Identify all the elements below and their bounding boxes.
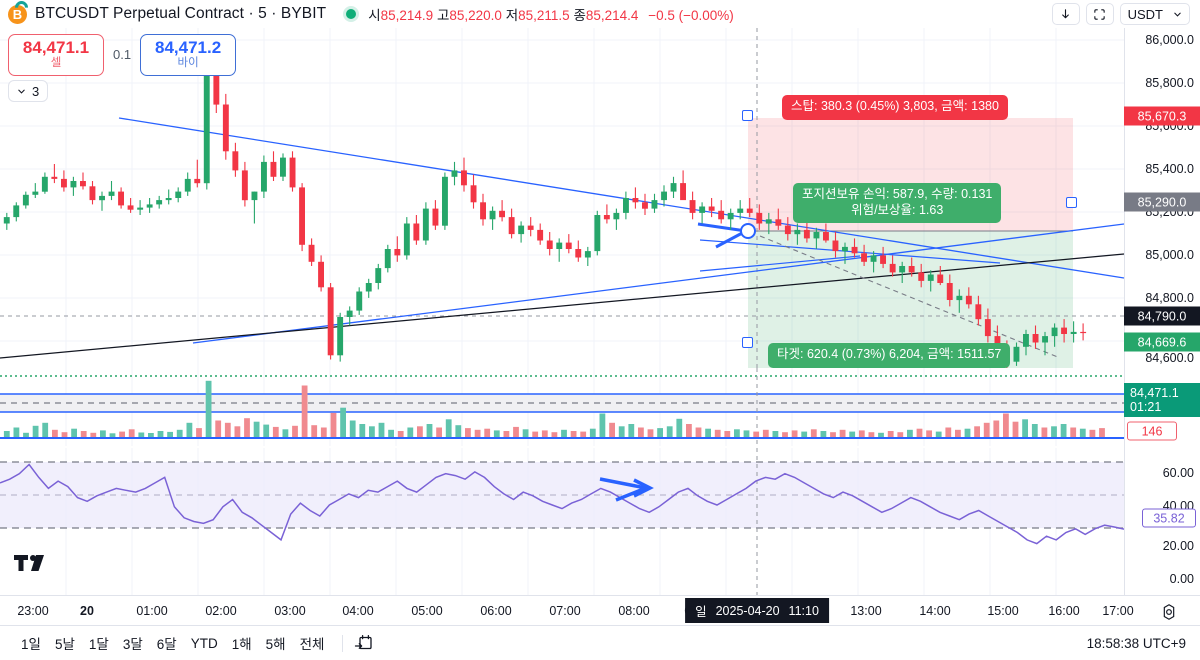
target-handle-left[interactable]	[742, 337, 753, 348]
time-tick: 02:00	[205, 604, 237, 618]
last-price-label[interactable]: 84,669.6	[1124, 332, 1200, 352]
rsi-tick: 0.00	[1169, 572, 1194, 586]
entry-handle-right[interactable]	[1066, 197, 1077, 208]
clock: 18:58:38 UTC+9	[1086, 635, 1186, 651]
chevron-down-icon	[1174, 12, 1181, 17]
time-tick: 15:00	[987, 604, 1019, 618]
rsi-tick: 20.00	[1162, 539, 1194, 553]
time-tick: 08:00	[618, 604, 650, 618]
volume-value-label[interactable]: 146	[1127, 421, 1177, 441]
rsi-tick: 60.00	[1162, 466, 1194, 480]
buy-label: 바이	[177, 57, 199, 70]
open-label: 시	[368, 8, 381, 23]
rsi-pane[interactable]	[0, 448, 1124, 595]
high-label: 고	[436, 8, 450, 23]
range-1d[interactable]: 1일	[21, 637, 41, 652]
time-tick: 17:00	[1102, 604, 1134, 618]
time-tick: 03:00	[274, 604, 306, 618]
entry-rr-line: 위험/보상율: 1.63	[851, 202, 944, 217]
range-1y[interactable]: 1해	[231, 637, 252, 652]
entry-price-label[interactable]: 85,290.0	[1124, 192, 1200, 212]
stop-handle-left[interactable]	[742, 110, 753, 121]
calendar-goto-icon[interactable]	[354, 633, 374, 653]
time-tick-day: 20	[80, 604, 94, 618]
time-tick: 01:00	[136, 604, 168, 618]
price-tick: 86,000.0	[1145, 33, 1194, 47]
target-label[interactable]: 타겟: 620.4 (0.73%) 6,204, 금액: 1511.57	[768, 343, 1011, 368]
buy-price: 84,471.2	[154, 38, 222, 57]
range-5d[interactable]: 5날	[54, 637, 75, 652]
time-tick: 05:00	[411, 604, 443, 618]
rsi-value-label[interactable]: 35.82	[1142, 508, 1196, 528]
currency-label: USDT	[1127, 6, 1163, 22]
bottom-toolbar: 1일 5날 1달 3달 6달 YTD 1해 5해 전체 18:58:38 UTC…	[0, 625, 1200, 660]
low-label: 저	[505, 8, 519, 23]
time-tick: 04:00	[342, 604, 374, 618]
range-ytd[interactable]: YTD	[190, 635, 218, 651]
crosshair-weekday: 일	[695, 605, 707, 619]
sell-label: 셀	[50, 57, 62, 70]
entry-info-label[interactable]: 포지션보유 손익: 587.9, 수량: 0.131 위험/보상율: 1.63	[793, 183, 1002, 224]
chevron-down-icon	[18, 89, 25, 94]
tradingview-logo[interactable]	[14, 551, 50, 575]
range-all[interactable]: 전체	[299, 637, 325, 652]
price-tick: 85,800.0	[1145, 76, 1194, 90]
open-value: 85,214.9	[380, 8, 434, 23]
stop-loss-label[interactable]: 스탑: 380.3 (0.45%) 3,803, 금액: 1380	[782, 95, 1008, 120]
bid-price: 84,471.1	[1130, 385, 1179, 400]
time-tick: 14:00	[919, 604, 951, 618]
time-tick: 13:00	[850, 604, 882, 618]
stop-price-label[interactable]: 85,670.3	[1124, 106, 1200, 126]
price-tick: 84,600.0	[1145, 351, 1194, 365]
time-tick: 07:00	[549, 604, 581, 618]
quantity-value: 3	[32, 83, 40, 99]
change-value: −0.5 (−0.00%)	[648, 8, 734, 23]
crosshair-time-tooltip: 일 2025-04-20 11:10	[685, 598, 829, 623]
fullscreen-icon[interactable]	[1085, 3, 1114, 25]
volume-pane[interactable]	[0, 368, 1124, 446]
price-tick: 85,000.0	[1145, 248, 1194, 262]
trade-buttons: 84,471.1 셀 0.1 84,471.2 바이	[8, 34, 237, 76]
ohlc-readout: 시85,214.9 고85,220.0 저85,211.5 종85,214.4 …	[368, 4, 734, 24]
market-status-dot	[346, 9, 357, 19]
toolbar-divider	[342, 634, 344, 652]
range-5y[interactable]: 5해	[265, 637, 286, 652]
bitcoin-icon: B	[8, 0, 31, 24]
buy-button[interactable]: 84,471.2 바이	[140, 34, 237, 76]
sell-button[interactable]: 84,471.1 셀	[8, 34, 104, 76]
entry-pnl-line: 포지션보유 손익: 587.9, 수량: 0.131	[802, 187, 993, 201]
currency-selector[interactable]: USDT	[1119, 3, 1190, 25]
spread-value: 0.1	[113, 47, 132, 63]
page-title[interactable]: BTCUSDT Perpetual Contract · 5 · BYBIT	[35, 5, 327, 22]
chart-header: B BTCUSDT Perpetual Contract · 5 · BYBIT…	[0, 0, 1200, 28]
range-6m[interactable]: 6달	[156, 637, 177, 652]
crosshair-price-label: 84,790.0	[1124, 306, 1200, 326]
crosshair-time: 11:10	[788, 603, 819, 618]
time-axis[interactable]: 23:00 20 01:00 02:00 03:00 04:00 05:00 0…	[0, 595, 1200, 625]
close-value: 85,214.4	[585, 8, 639, 23]
sell-price: 84,471.1	[22, 38, 90, 57]
download-icon[interactable]	[1051, 3, 1080, 25]
time-tick: 23:00	[17, 604, 49, 618]
time-tick: 16:00	[1048, 604, 1080, 618]
bid-countdown-label[interactable]: 84,471.1 01:21	[1124, 383, 1200, 417]
time-tick: 06:00	[480, 604, 512, 618]
range-1m[interactable]: 1달	[88, 637, 109, 652]
price-tick: 84,800.0	[1145, 291, 1194, 305]
close-label: 종	[573, 8, 586, 23]
high-value: 85,220.0	[449, 8, 502, 23]
range-3m[interactable]: 3달	[122, 637, 143, 652]
crosshair-date: 2025-04-20	[715, 603, 780, 618]
price-tick: 85,400.0	[1145, 162, 1194, 176]
price-axis[interactable]: 86,000.0 85,800.0 85,600.0 85,400.0 85,2…	[1124, 28, 1200, 595]
bar-countdown: 01:21	[1130, 400, 1162, 414]
quantity-selector[interactable]: 3	[8, 80, 49, 102]
low-value: 85,211.5	[518, 8, 570, 23]
gear-icon[interactable]	[1160, 603, 1178, 621]
